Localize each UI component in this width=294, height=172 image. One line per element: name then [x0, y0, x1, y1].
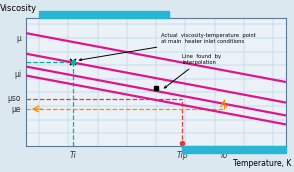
- Text: To: To: [220, 151, 228, 160]
- Text: μso: μso: [8, 94, 21, 103]
- Bar: [39, 11, 169, 18]
- Text: Tip: Tip: [176, 151, 188, 160]
- Text: Line  found  by
interpolation: Line found by interpolation: [164, 54, 221, 88]
- Text: μ: μ: [16, 34, 21, 43]
- Bar: [182, 146, 286, 153]
- Text: μi: μi: [14, 70, 21, 79]
- Text: Temperature, K: Temperature, K: [233, 159, 291, 168]
- Text: Viscosity: Viscosity: [0, 4, 37, 13]
- Text: μe: μe: [11, 105, 21, 114]
- Text: Ti: Ti: [70, 151, 76, 160]
- Text: Actual  viscosity-temperature  point
at main  heater inlet conditions: Actual viscosity-temperature point at ma…: [79, 33, 256, 61]
